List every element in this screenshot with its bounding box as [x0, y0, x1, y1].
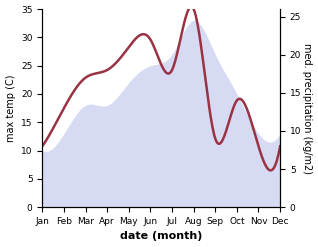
Y-axis label: max temp (C): max temp (C) [5, 74, 16, 142]
X-axis label: date (month): date (month) [120, 231, 203, 242]
Y-axis label: med. precipitation (kg/m2): med. precipitation (kg/m2) [302, 43, 313, 174]
